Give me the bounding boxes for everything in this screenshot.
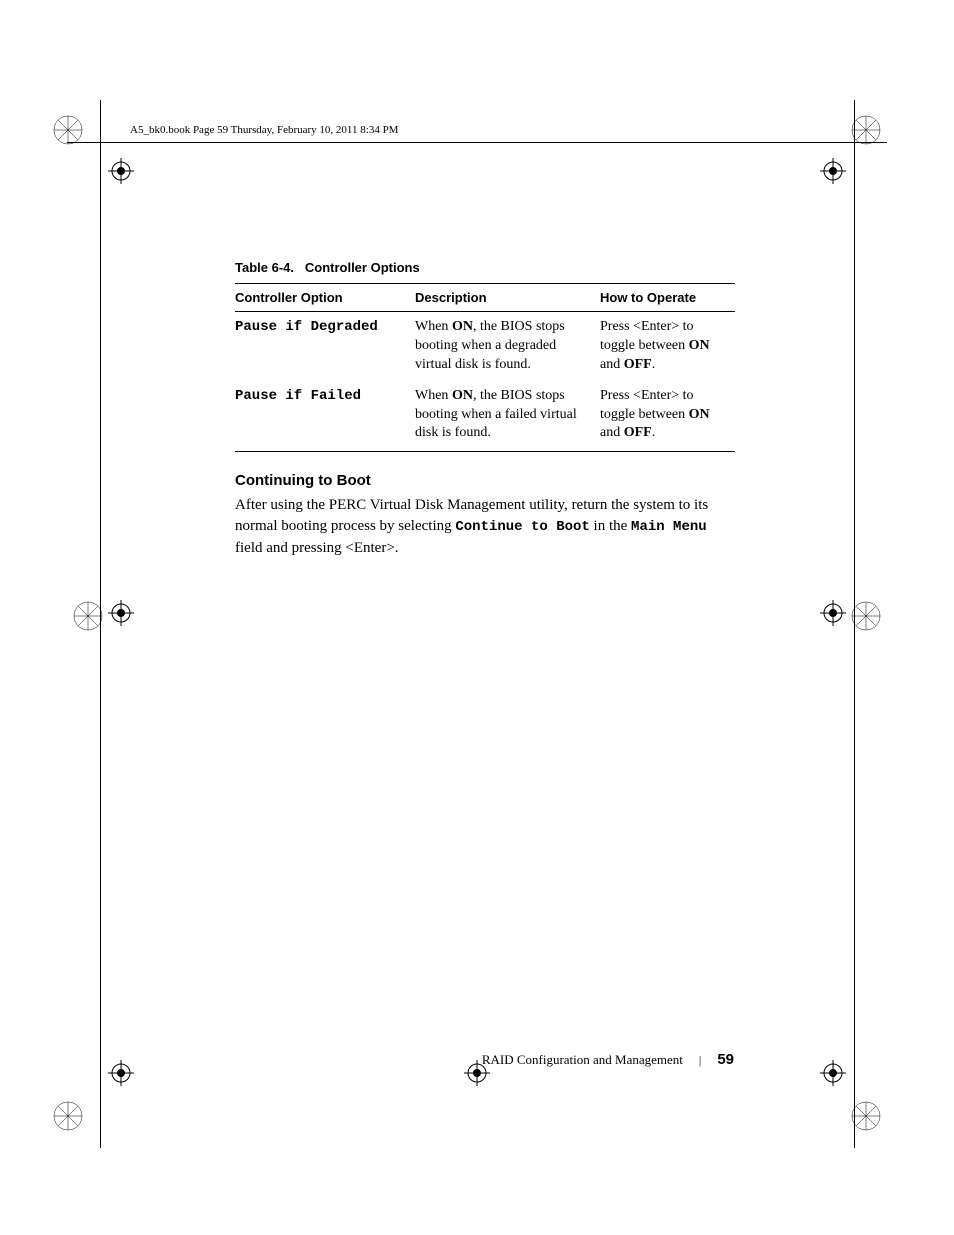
- section-paragraph: After using the PERC Virtual Disk Manage…: [235, 495, 735, 559]
- cell-option: Pause if Failed: [235, 388, 361, 404]
- cell-how: Press <Enter> to toggle between ON and O…: [600, 381, 735, 452]
- th-operate: How to Operate: [600, 284, 735, 312]
- header-rule: [67, 142, 887, 143]
- reg-mark-4: [820, 600, 846, 626]
- reg-mark-1: [108, 158, 134, 184]
- table-caption-prefix: Table 6-4.: [235, 260, 294, 275]
- reg-mark-2: [820, 158, 846, 184]
- content-area: Table 6-4. Controller Options Controller…: [235, 260, 735, 559]
- footer-title: RAID Configuration and Management: [482, 1052, 683, 1068]
- th-description: Description: [415, 284, 600, 312]
- reg-mark-3: [108, 600, 134, 626]
- page-number: 59: [717, 1051, 734, 1068]
- reg-mark-5: [108, 1060, 134, 1086]
- crop-mark-bl: [52, 1100, 84, 1132]
- page-header: A5_bk0.book Page 59 Thursday, February 1…: [130, 124, 398, 136]
- cell-desc: When ON, the BIOS stops booting when a f…: [415, 381, 600, 452]
- controller-options-table: Controller Option Description How to Ope…: [235, 283, 735, 452]
- table-caption: Table 6-4. Controller Options: [235, 260, 735, 275]
- vline-l: [100, 100, 101, 1148]
- page-footer: RAID Configuration and Management | 59: [482, 1051, 734, 1068]
- vline-r: [854, 100, 855, 1148]
- section-heading: Continuing to Boot: [235, 472, 735, 489]
- reg-mark-7: [820, 1060, 846, 1086]
- cell-how: Press <Enter> to toggle between ON and O…: [600, 312, 735, 381]
- th-option: Controller Option: [235, 284, 415, 312]
- cell-desc: When ON, the BIOS stops booting when a d…: [415, 312, 600, 381]
- table-caption-title: Controller Options: [305, 260, 420, 275]
- footer-separator: |: [699, 1053, 701, 1068]
- cell-option: Pause if Degraded: [235, 319, 378, 335]
- table-row: Pause if Degraded When ON, the BIOS stop…: [235, 312, 735, 381]
- table-row: Pause if Failed When ON, the BIOS stops …: [235, 381, 735, 452]
